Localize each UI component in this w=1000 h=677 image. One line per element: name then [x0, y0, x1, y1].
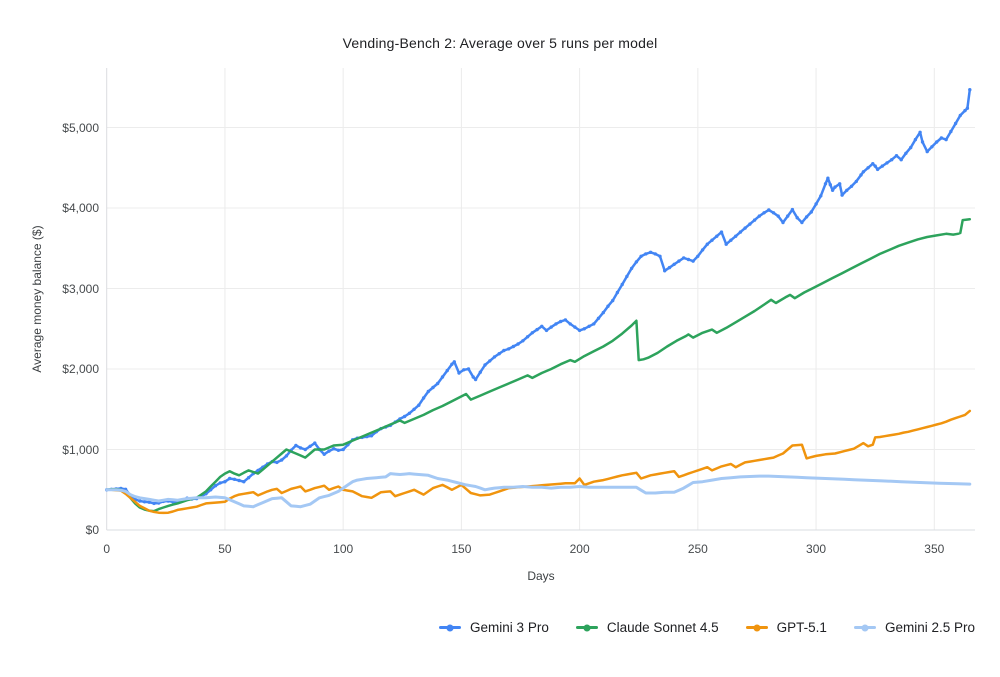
- legend-label: GPT-5.1: [776, 620, 827, 635]
- y-axis-title: Average money balance ($): [30, 225, 44, 373]
- legend-marker-icon: [439, 624, 462, 631]
- series-line-gpt-5-1: [105, 409, 972, 515]
- legend-marker-icon: [745, 624, 768, 631]
- series-line-gemini-2-5-pro: [105, 472, 972, 509]
- series-line-claude-sonnet-4-5: [105, 218, 972, 513]
- x-tick-label: 0: [103, 542, 111, 556]
- legend-marker-icon: [575, 624, 598, 631]
- legend-label: Claude Sonnet 4.5: [606, 620, 719, 635]
- legend-label: Gemini 3 Pro: [470, 620, 549, 635]
- y-tick-label: $3,000: [62, 281, 99, 296]
- y-tick-label: $4,000: [62, 201, 99, 215]
- x-axis-title: Days: [527, 569, 555, 583]
- x-tick-label: 200: [569, 542, 590, 556]
- x-tick-label: 350: [924, 542, 945, 556]
- chart-title: Vending-Bench 2: Average over 5 runs per…: [342, 35, 658, 51]
- y-tick-label: $0: [85, 523, 99, 537]
- legend-item-gemini-2-5-pro: Gemini 2.5 Pro: [853, 620, 975, 635]
- x-tick-label: 100: [333, 542, 354, 556]
- x-tick-label: 150: [451, 542, 472, 556]
- legend-item-gemini-3-pro: Gemini 3 Pro: [439, 620, 549, 635]
- y-tick-label: $2,000: [62, 362, 99, 376]
- x-tick-label: 50: [218, 542, 232, 556]
- legend-label: Gemini 2.5 Pro: [884, 620, 975, 635]
- legend-marker-icon: [853, 624, 876, 631]
- series-line-gemini-3-pro: [105, 88, 972, 505]
- y-tick-label: $1,000: [62, 442, 99, 457]
- legend-item-claude-sonnet-4-5: Claude Sonnet 4.5: [575, 620, 719, 635]
- legend: Gemini 3 Pro Claude Sonnet 4.5 GPT-5.1 Gemi…: [439, 620, 975, 635]
- x-tick-label: 250: [687, 542, 708, 556]
- series-markers-gemini-3-pro: [105, 88, 972, 506]
- legend-item-gpt-5-1: GPT-5.1: [745, 620, 827, 635]
- y-tick-label: $5,000: [62, 120, 99, 135]
- x-tick-label: 300: [806, 542, 827, 556]
